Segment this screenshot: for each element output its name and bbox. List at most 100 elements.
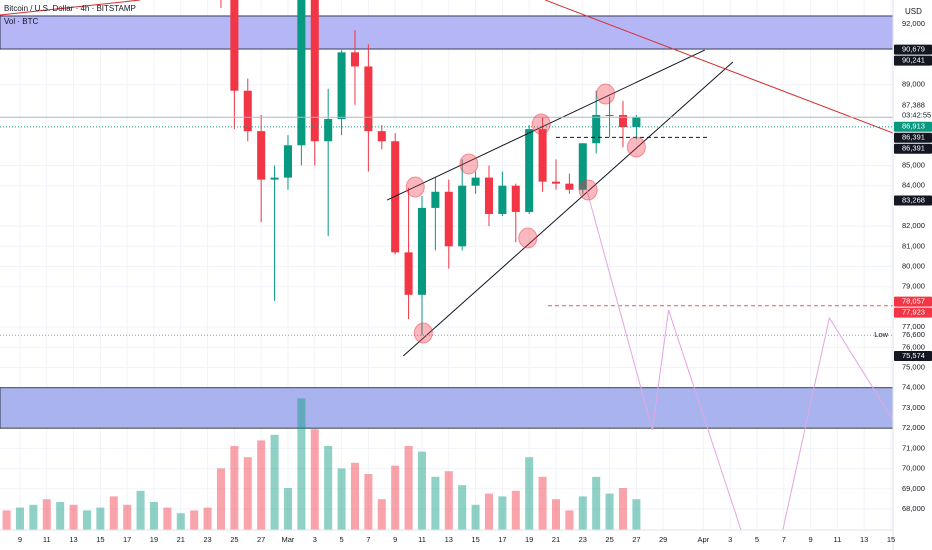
volume-bar xyxy=(458,485,467,530)
candle-body xyxy=(458,185,467,247)
candle-body xyxy=(391,141,400,253)
volume-bar xyxy=(283,488,292,530)
trend-line xyxy=(402,61,734,357)
volume-bar xyxy=(82,510,91,530)
price-label: 76,600 xyxy=(902,330,925,339)
volume-bar xyxy=(484,493,493,530)
volume-bar xyxy=(216,468,225,530)
x-tick-label: Mar xyxy=(282,535,295,544)
y-tick-label: 92,000 xyxy=(902,19,925,28)
candle-body xyxy=(257,131,266,180)
y-tick-label: 69,000 xyxy=(902,484,925,493)
price-label-bg xyxy=(894,100,932,121)
x-tick-label: 15 xyxy=(96,535,104,544)
x-tick-label: 25 xyxy=(605,535,613,544)
pivot-marker xyxy=(413,322,433,344)
volume-bar xyxy=(123,504,132,530)
volume-bar xyxy=(29,504,38,530)
price-label: 86,391 xyxy=(902,133,925,142)
volume-bar xyxy=(471,504,480,530)
x-tick-label: 11 xyxy=(43,535,51,544)
x-tick-label: 7 xyxy=(366,535,370,544)
y-tick-label: 84,000 xyxy=(902,181,925,190)
x-tick-label: 11 xyxy=(833,535,841,544)
volume-bar xyxy=(632,499,641,530)
volume-bar xyxy=(310,429,319,530)
pivot-marker xyxy=(578,179,598,201)
volume-bar xyxy=(551,499,561,530)
price-label: 78,057 xyxy=(902,297,925,306)
x-tick-label: 9 xyxy=(393,535,397,544)
candle-body xyxy=(377,131,386,142)
trend-line xyxy=(586,189,893,530)
pivot-marker xyxy=(459,153,479,175)
volume-bar xyxy=(324,446,333,530)
y-tick-label: 76,000 xyxy=(902,342,925,351)
y-tick-label: 71,000 xyxy=(902,443,925,452)
trend-line xyxy=(0,0,141,16)
price-axis xyxy=(893,0,932,550)
volume-bar xyxy=(511,490,520,530)
candle-body xyxy=(324,119,333,142)
candle-body xyxy=(632,117,641,128)
x-tick-label: 13 xyxy=(445,535,453,544)
currency-label: USD xyxy=(905,7,922,16)
candle-body xyxy=(230,0,239,91)
volume-bar xyxy=(190,510,199,530)
volume-bar xyxy=(297,398,306,530)
price-label-bg xyxy=(894,307,932,318)
volume-bar xyxy=(592,476,601,530)
volume-bar xyxy=(377,499,386,530)
volume-bar xyxy=(56,502,65,530)
pivot-marker xyxy=(531,113,551,135)
pivot-marker xyxy=(596,83,616,105)
volume-bar xyxy=(391,465,400,530)
y-tick-label: 73,000 xyxy=(902,403,925,412)
x-tick-label: 19 xyxy=(525,535,533,544)
price-label-bg xyxy=(894,132,932,143)
price-label-bg xyxy=(894,143,932,154)
volume-bar xyxy=(109,496,118,530)
volume-bar xyxy=(136,490,145,530)
x-tick-label: 7 xyxy=(782,535,786,544)
price-note: Low xyxy=(874,330,888,339)
y-tick-label: 68,000 xyxy=(902,504,925,513)
price-label: 83,268 xyxy=(902,195,925,204)
trend-line xyxy=(545,0,893,134)
x-tick-label: Apr xyxy=(698,535,710,544)
candle-body xyxy=(525,129,534,212)
legend: Bitcoin / U.S. Dollar · 4h · BITSTAMP Vo… xyxy=(4,4,922,26)
candle-body xyxy=(578,143,587,190)
price-label-bg xyxy=(894,44,932,55)
volume-bar xyxy=(96,507,105,530)
x-tick-label: 25 xyxy=(230,535,238,544)
pivot-marker xyxy=(518,227,538,249)
candle-body xyxy=(431,191,440,208)
volume-bar xyxy=(176,513,185,530)
y-tick-label: 75,000 xyxy=(902,363,925,372)
x-tick-label: 27 xyxy=(257,535,265,544)
y-tick-label: 79,000 xyxy=(902,282,925,291)
x-tick-label: 3 xyxy=(313,535,317,544)
volume-bar xyxy=(230,446,239,530)
volume-bar xyxy=(15,507,24,530)
price-label-bg xyxy=(894,121,932,132)
pivot-marker xyxy=(405,176,425,198)
volume-bar xyxy=(565,510,574,530)
x-tick-label: 17 xyxy=(498,535,506,544)
x-tick-label: 13 xyxy=(860,535,868,544)
volume-bar xyxy=(270,434,279,530)
x-tick-label: 29 xyxy=(659,535,667,544)
volume-bar xyxy=(404,446,413,530)
y-tick-label: 80,000 xyxy=(902,261,925,270)
chart-title: Bitcoin / U.S. Dollar · 4h · BITSTAMP xyxy=(4,4,136,13)
pivot-marker xyxy=(626,136,646,158)
y-tick-label: 85,000 xyxy=(902,160,925,169)
price-label: 86,391 xyxy=(902,144,925,153)
x-tick-label: 21 xyxy=(552,535,560,544)
x-tick-label: 3 xyxy=(728,535,732,544)
candle-body xyxy=(471,177,480,186)
